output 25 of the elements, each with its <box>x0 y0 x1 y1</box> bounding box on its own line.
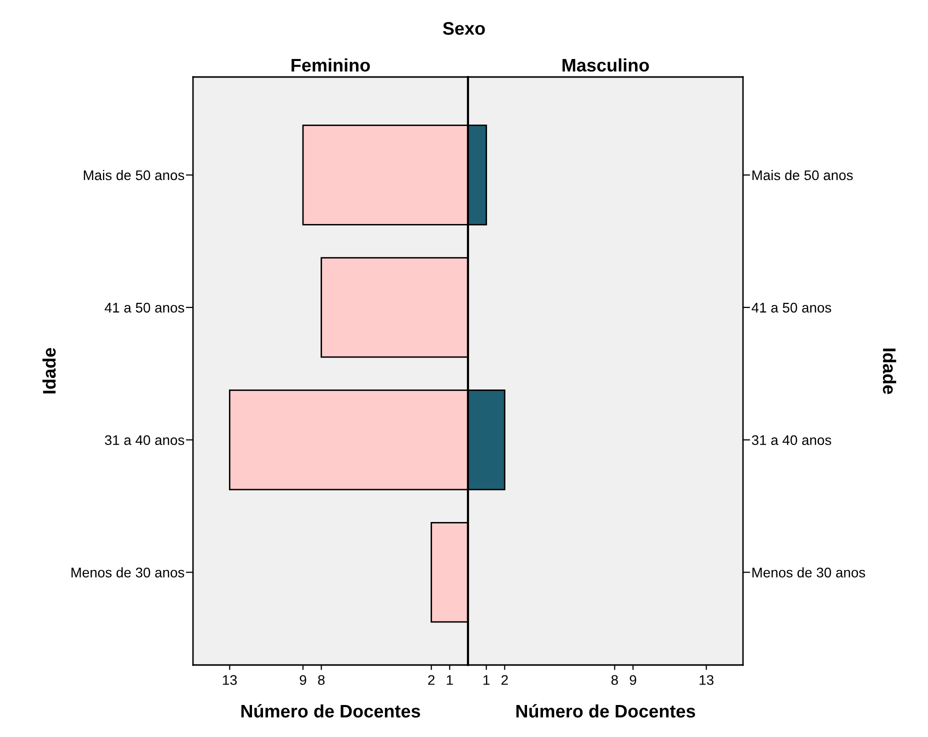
x-axis-title: Número de Docentes <box>516 704 696 718</box>
x-axis-title: Número de Docentes <box>241 704 420 718</box>
y-tick-label: 31 a 40 anos <box>104 435 184 446</box>
x-tick-label: 13 <box>700 675 714 685</box>
text: Sexo <box>442 22 485 35</box>
chart-title: Masculino <box>562 58 649 72</box>
y-tick-label: Mais de 50 anos <box>84 170 184 180</box>
y-tick-label: Menos de 30 anos <box>752 567 866 578</box>
y-tick-label: 41 a 50 anos <box>104 302 184 313</box>
x-tick-label: 2 <box>428 675 434 685</box>
x-tick-label: 1 <box>484 675 490 685</box>
chart-title: Feminino <box>292 58 370 72</box>
y-axis-title: Idade <box>42 348 56 394</box>
x-tick-label: 13 <box>223 675 237 685</box>
y-tick-label: 31 a 40 anos <box>752 435 832 446</box>
y-tick-label: Menos de 30 anos <box>72 567 184 578</box>
x-tick-label: 9 <box>300 675 306 685</box>
x-tick-label: 9 <box>630 675 636 685</box>
x-tick-label: 2 <box>502 675 508 685</box>
y-axis-title: Idade <box>882 348 896 394</box>
y-tick-label: 41 a 50 anos <box>752 302 832 313</box>
x-tick-label: 8 <box>611 675 618 685</box>
y-tick-label: Mais de 50 anos <box>752 170 853 180</box>
x-tick-label: 8 <box>318 675 325 685</box>
x-tick-label: 1 <box>446 675 453 685</box>
